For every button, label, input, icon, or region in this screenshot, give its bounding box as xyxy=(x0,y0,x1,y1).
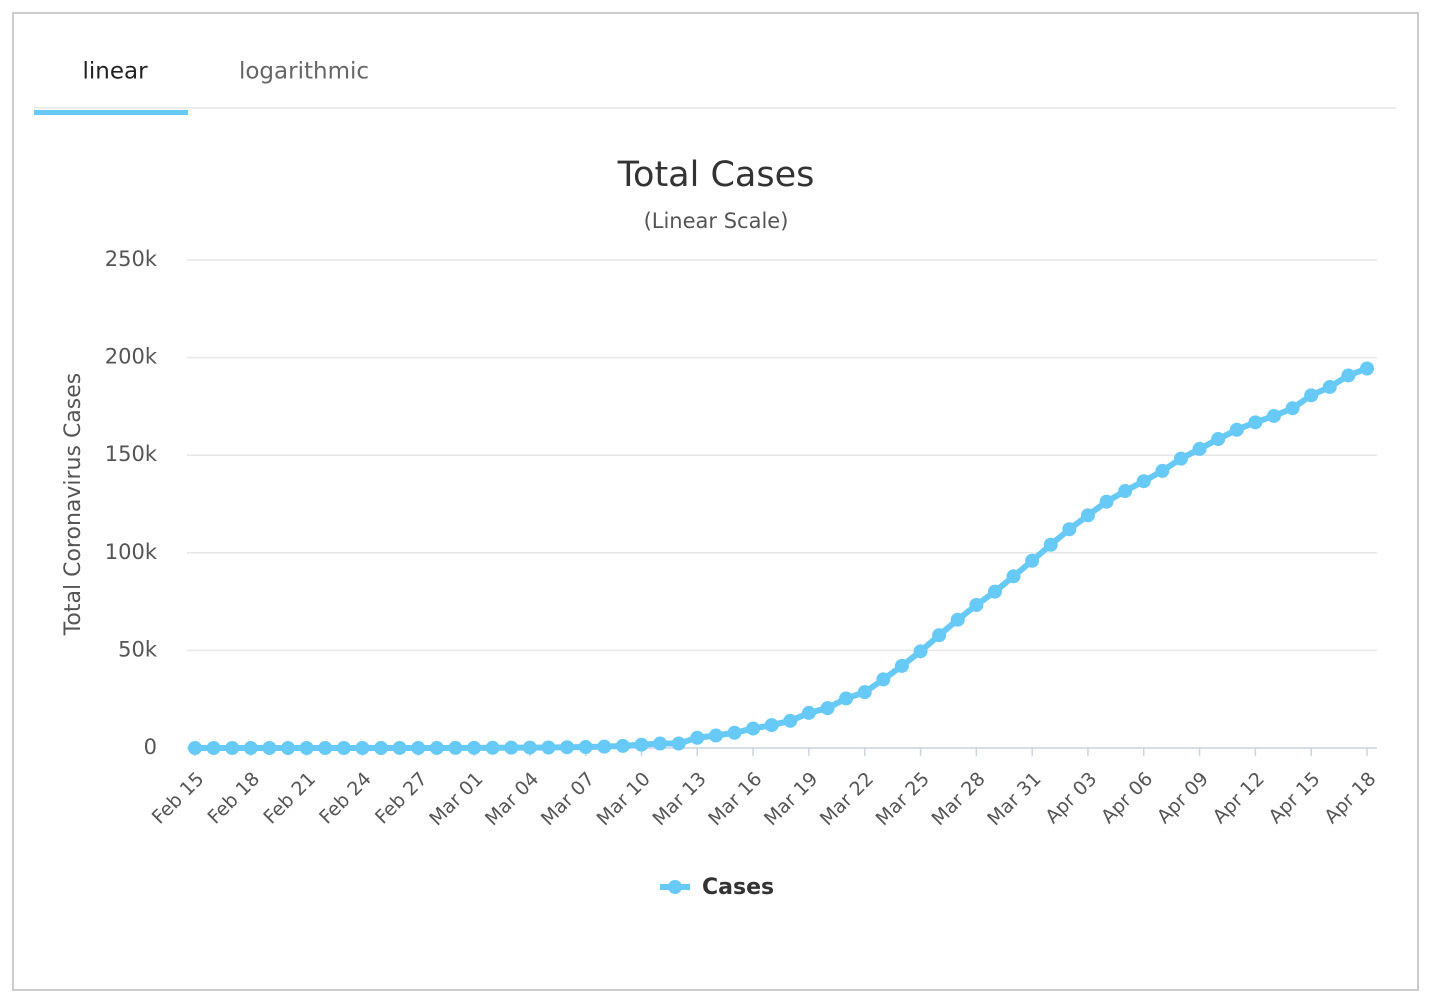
point xyxy=(876,672,891,687)
point xyxy=(1211,432,1226,447)
point xyxy=(969,598,984,613)
point xyxy=(392,740,407,755)
point xyxy=(634,737,649,752)
chart-subtitle: (Linear Scale) xyxy=(644,209,789,233)
point xyxy=(1266,408,1281,423)
y-tick-label: 0 xyxy=(144,735,157,759)
tab-linear[interactable]: linear xyxy=(82,59,148,85)
point xyxy=(1099,494,1114,509)
point xyxy=(429,740,444,755)
point xyxy=(820,701,835,716)
point xyxy=(690,730,705,745)
point xyxy=(578,740,593,755)
point xyxy=(1118,484,1133,499)
point xyxy=(1360,361,1374,376)
point xyxy=(727,725,742,740)
y-tick-label: 100k xyxy=(105,540,158,564)
series-line xyxy=(195,365,1369,751)
point xyxy=(1304,388,1319,403)
legend-label: Cases xyxy=(702,875,774,900)
point xyxy=(764,718,779,733)
point xyxy=(299,740,314,755)
y-axis-label: Total Coronavirus Cases xyxy=(61,373,86,637)
point xyxy=(467,740,482,755)
point xyxy=(653,736,668,751)
point xyxy=(1062,522,1077,537)
tab-underline xyxy=(34,110,188,115)
point xyxy=(1025,553,1040,568)
point xyxy=(336,740,351,755)
point xyxy=(485,740,500,755)
point xyxy=(504,740,519,755)
point xyxy=(1341,368,1356,383)
point xyxy=(1285,401,1300,416)
point xyxy=(857,685,872,700)
point xyxy=(522,740,537,755)
point xyxy=(932,628,947,643)
point xyxy=(987,584,1002,599)
point xyxy=(560,740,575,755)
point xyxy=(188,740,202,755)
y-tick-label: 50k xyxy=(118,637,158,661)
point xyxy=(597,739,612,754)
point xyxy=(355,740,370,755)
point xyxy=(411,740,426,755)
y-tick-label: 250k xyxy=(105,247,158,271)
point xyxy=(1173,451,1188,466)
point xyxy=(541,740,556,755)
point xyxy=(262,740,277,755)
point xyxy=(1080,508,1095,523)
point xyxy=(746,721,761,736)
point xyxy=(839,691,854,706)
point xyxy=(801,705,816,720)
point xyxy=(783,713,798,728)
point xyxy=(243,740,258,755)
frame xyxy=(12,12,1419,991)
point xyxy=(615,738,630,753)
point xyxy=(1136,474,1151,489)
point xyxy=(374,740,389,755)
point xyxy=(913,644,928,659)
legend-symbol xyxy=(668,880,682,894)
point xyxy=(281,740,296,755)
y-tick-label: 200k xyxy=(105,345,158,369)
point xyxy=(950,612,965,627)
point xyxy=(1192,441,1207,456)
point xyxy=(206,740,221,755)
point xyxy=(1006,569,1021,584)
point xyxy=(708,728,723,743)
chart-title: Total Cases xyxy=(617,155,815,195)
point xyxy=(1322,379,1337,394)
point xyxy=(1229,422,1244,437)
tab-logarithmic[interactable]: logarithmic xyxy=(239,59,369,85)
point xyxy=(671,736,686,751)
point xyxy=(1043,537,1058,552)
y-tick-label: 150k xyxy=(105,442,158,466)
point xyxy=(318,740,333,755)
point xyxy=(225,740,240,755)
point xyxy=(448,740,463,755)
point xyxy=(894,658,909,673)
point xyxy=(1248,415,1263,430)
point xyxy=(1155,463,1170,478)
